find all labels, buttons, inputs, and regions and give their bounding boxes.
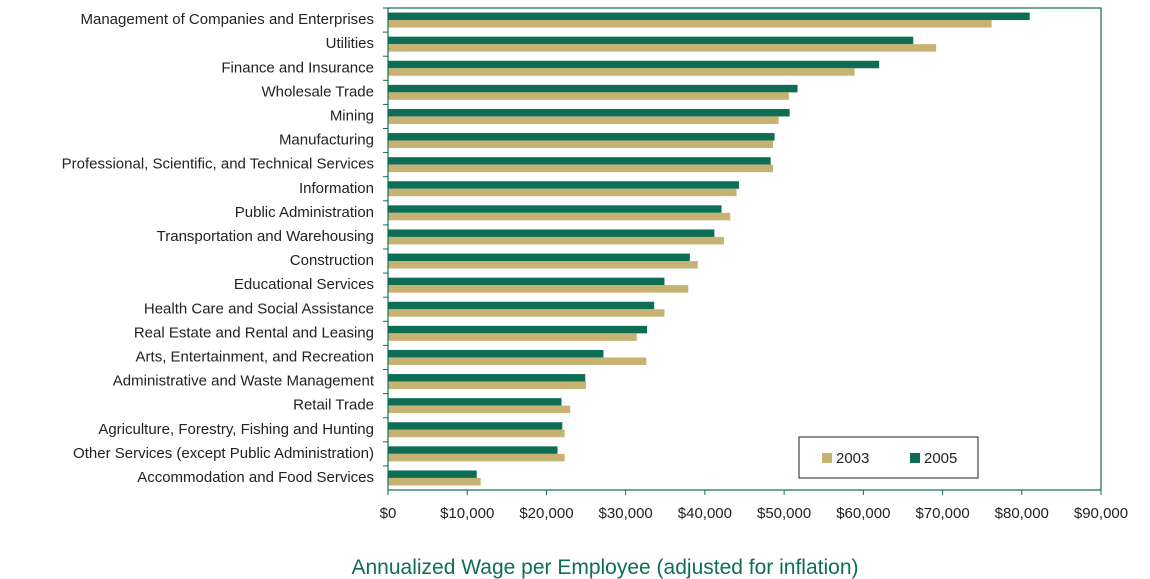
bar-2005-agriculture-forestry-fishing-and-hunting	[388, 422, 563, 430]
bar-2003-other-services-except-public-administration	[388, 453, 565, 462]
bar-2003-management-of-companies-and-enterprises	[388, 20, 992, 28]
bar-2003-health-care-and-social-assistance	[388, 309, 665, 317]
category-label-mining: Mining	[330, 107, 374, 124]
bar-2003-manufacturing	[388, 140, 774, 149]
category-label-wholesale-trade: Wholesale Trade	[261, 83, 374, 100]
bar-2005-health-care-and-social-assistance	[388, 301, 655, 310]
category-label-health-care-and-social-assistance: Health Care and Social Assistance	[144, 300, 374, 317]
bar-2003-agriculture-forestry-fishing-and-hunting	[388, 429, 565, 438]
bar-2003-public-administration	[388, 212, 731, 221]
x-tick-label: $70,000	[915, 505, 969, 522]
category-label-agriculture-forestry-fishing-and-hunting: Agriculture, Forestry, Fishing and Hunti…	[98, 421, 374, 438]
x-tick-label: $20,000	[519, 505, 573, 522]
bar-2005-professional-scientific-and-technical-services	[388, 157, 771, 165]
bar-2003-retail-trade	[388, 405, 571, 414]
legend-swatch-2003	[822, 453, 832, 463]
bar-2003-arts-entertainment-and-recreation	[388, 357, 647, 365]
x-tick-label: $50,000	[757, 505, 811, 522]
category-label-arts-entertainment-and-recreation: Arts, Entertainment, and Recreation	[136, 348, 374, 365]
category-label-other-services-except-public-administration: Other Services (except Public Administra…	[73, 445, 374, 462]
bar-2005-other-services-except-public-administration	[388, 446, 558, 454]
bar-2003-construction	[388, 261, 698, 269]
bar-2005-utilities	[388, 36, 914, 45]
category-label-administrative-and-waste-management: Administrative and Waste Management	[113, 373, 375, 390]
x-tick-label: $90,000	[1074, 505, 1128, 522]
x-tick-label: $10,000	[440, 505, 494, 522]
bar-2005-mining	[388, 108, 790, 117]
bar-2003-finance-and-insurance	[388, 68, 855, 76]
legend-label-2005: 2005	[924, 450, 957, 467]
x-tick-label: $80,000	[995, 505, 1049, 522]
category-label-real-estate-and-rental-and-leasing: Real Estate and Rental and Leasing	[134, 324, 374, 341]
bar-2005-wholesale-trade	[388, 84, 798, 93]
category-label-public-administration: Public Administration	[235, 204, 374, 221]
bar-2005-transportation-and-warehousing	[388, 229, 715, 237]
bar-2005-management-of-companies-and-enterprises	[388, 12, 1030, 21]
category-label-educational-services: Educational Services	[234, 276, 374, 293]
bar-2005-retail-trade	[388, 398, 562, 406]
bar-2005-accommodation-and-food-services	[388, 470, 477, 478]
bar-2003-wholesale-trade	[388, 92, 789, 100]
bars-layer	[388, 12, 1030, 486]
bar-2005-manufacturing	[388, 133, 775, 141]
x-axis-ticks: $0 $10,000 $20,000 $30,000 $40,000 $50,000 $60…	[380, 490, 1128, 522]
category-label-retail-trade: Retail Trade	[293, 397, 374, 414]
category-label-manufacturing: Manufacturing	[279, 132, 374, 149]
legend-label-2003: 2003	[836, 450, 869, 467]
bar-2005-finance-and-insurance	[388, 60, 880, 69]
category-label-professional-scientific-and-technical-services: Professional, Scientific, and Technical …	[62, 156, 374, 173]
bar-2003-professional-scientific-and-technical-services	[388, 164, 774, 173]
bar-2005-construction	[388, 253, 690, 262]
x-axis-label: Annualized Wage per Employee (adjusted f…	[351, 556, 858, 579]
x-tick-label: $0	[380, 505, 397, 522]
bar-2005-educational-services	[388, 277, 665, 286]
category-label-construction: Construction	[290, 252, 374, 269]
bar-2003-information	[388, 188, 737, 197]
bar-2003-accommodation-and-food-services	[388, 477, 481, 486]
bar-2005-real-estate-and-rental-and-leasing	[388, 325, 648, 334]
bar-2003-mining	[388, 116, 779, 124]
legend-swatch-2005	[910, 453, 920, 463]
category-labels: Management of Companies and Enterprises U…	[62, 11, 375, 486]
category-label-transportation-and-warehousing: Transportation and Warehousing	[157, 228, 374, 245]
category-label-accommodation-and-food-services: Accommodation and Food Services	[137, 469, 374, 486]
bar-2003-real-estate-and-rental-and-leasing	[388, 333, 637, 341]
x-tick-label: $30,000	[599, 505, 653, 522]
bar-2003-educational-services	[388, 285, 689, 293]
x-tick-label: $60,000	[836, 505, 890, 522]
plot-area-border	[387, 7, 1102, 491]
category-label-utilities: Utilities	[326, 35, 374, 52]
category-label-finance-and-insurance: Finance and Insurance	[221, 59, 374, 76]
category-label-information: Information	[299, 180, 374, 197]
bar-2005-public-administration	[388, 205, 722, 213]
bar-2003-administrative-and-waste-management	[388, 381, 587, 390]
category-label-management-of-companies-and-enterprises: Management of Companies and Enterprises	[81, 11, 375, 28]
bar-2005-arts-entertainment-and-recreation	[388, 349, 604, 358]
bar-2003-transportation-and-warehousing	[388, 236, 724, 245]
bar-2003-utilities	[388, 44, 937, 52]
bar-2005-administrative-and-waste-management	[388, 374, 586, 382]
axes	[383, 7, 1102, 491]
x-tick-label: $40,000	[678, 505, 732, 522]
bar-2005-information	[388, 181, 739, 189]
legend: 2003 2005	[798, 436, 979, 479]
